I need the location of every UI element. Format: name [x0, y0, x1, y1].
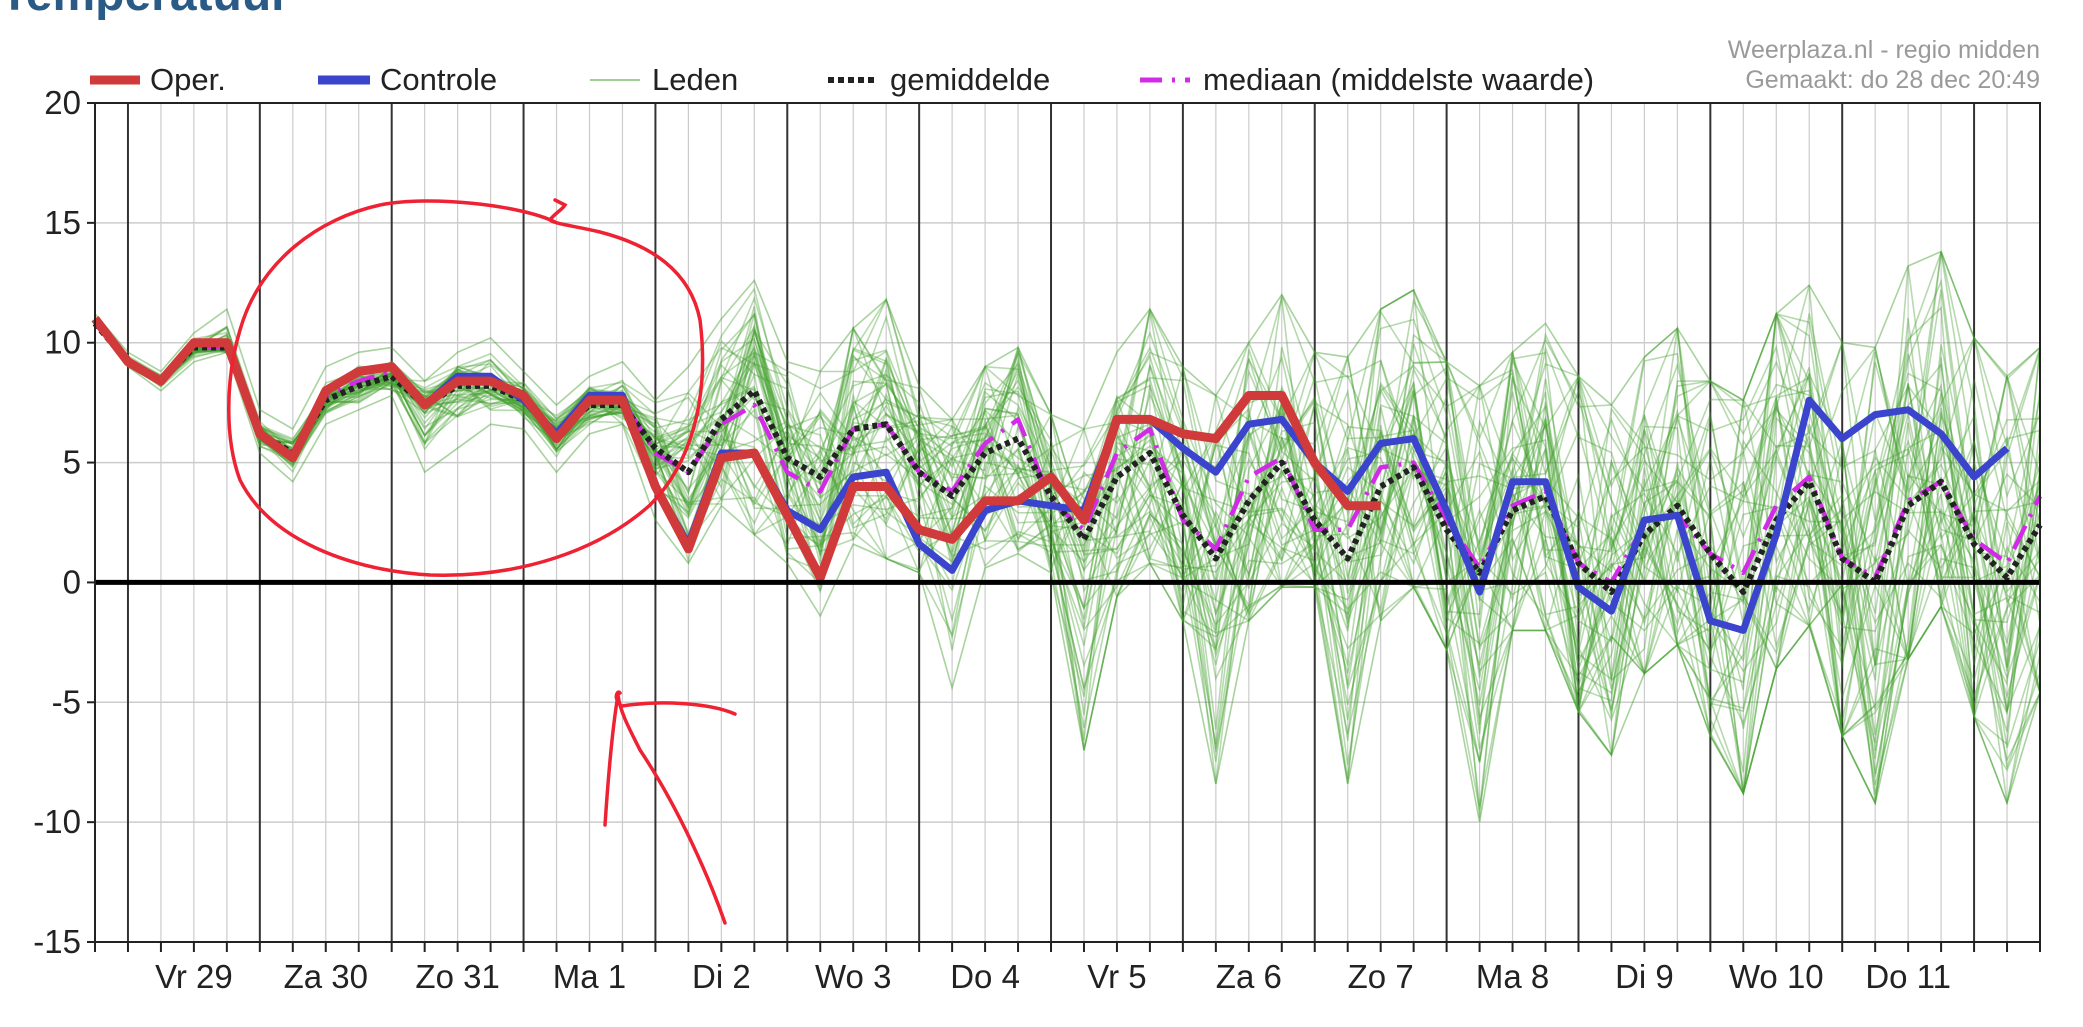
member-envelope-max — [94, 250, 2041, 431]
legend-controle-label: Controle — [380, 62, 497, 97]
y-tick-label-6: -10 — [33, 803, 81, 840]
annotation-arrow — [603, 690, 737, 925]
x-day-label-7: Vr 5 — [1087, 958, 1146, 995]
member-line-16 — [94, 322, 2041, 810]
member-line-29 — [94, 297, 2041, 632]
y-axis: 20 15 10 5 0 -5 -10 -15 — [33, 84, 95, 960]
legend-mediaan-label: mediaan (middelste waarde) — [1203, 62, 1594, 97]
x-day-label-10: Ma 8 — [1476, 958, 1549, 995]
member-line-49 — [94, 321, 2041, 736]
series-line-oper — [91, 315, 1381, 583]
member-line-28 — [94, 322, 2041, 794]
member-line-23 — [94, 322, 2041, 763]
x-axis: Vr 29 Za 30 Zo 31 Ma 1 Di 2 Wo 3 Do 4 Vr 5 Za 6 Z… — [94, 942, 2041, 995]
series-line-mediaan — [93, 322, 2043, 585]
member-line-37 — [94, 323, 2041, 700]
member-lines — [94, 250, 2041, 823]
legend-gemiddelde-label: gemiddelde — [890, 62, 1050, 97]
member-line-35 — [94, 322, 2041, 765]
member-line-3 — [94, 322, 2041, 775]
x-day-label-8: Za 6 — [1216, 958, 1282, 995]
legend-oper-label: Oper. — [150, 62, 226, 97]
member-line-48 — [94, 321, 2041, 762]
member-line-11 — [94, 322, 2041, 806]
member-line-22 — [94, 322, 2041, 804]
x-day-label-3: Ma 1 — [553, 958, 626, 995]
page-title: Temperatuur — [0, 0, 290, 21]
y-tick-label-0: 20 — [44, 84, 81, 121]
member-line-24 — [94, 320, 2041, 804]
series-lines — [91, 315, 2043, 634]
member-line-42 — [94, 288, 2041, 584]
x-day-label-6: Do 4 — [950, 958, 1020, 995]
x-day-label-12: Wo 10 — [1729, 958, 1824, 995]
legend-leden-label: Leden — [652, 62, 738, 97]
credit-timestamp: Gemaakt: do 28 dec 20:49 — [1745, 66, 2040, 94]
member-line-43 — [94, 298, 2041, 606]
y-tick-label-4: 0 — [63, 563, 81, 600]
annotation-ellipse — [227, 198, 705, 577]
x-day-label-0: Vr 29 — [155, 958, 233, 995]
x-day-label-4: Di 2 — [692, 958, 751, 995]
y-tick-label-5: -5 — [52, 683, 81, 720]
y-tick-label-2: 10 — [44, 324, 81, 361]
member-line-4 — [94, 322, 2041, 735]
y-tick-label-1: 15 — [44, 204, 81, 241]
x-day-label-13: Do 11 — [1865, 958, 1951, 995]
x-day-label-5: Wo 3 — [815, 958, 891, 995]
x-day-label-9: Zo 7 — [1348, 958, 1414, 995]
credit-source: Weerplaza.nl - regio midden — [1728, 36, 2040, 64]
y-tick-label-3: 5 — [63, 444, 81, 481]
x-day-label-1: Za 30 — [284, 958, 368, 995]
x-day-label-2: Zo 31 — [415, 958, 499, 995]
red-annotations — [227, 198, 737, 925]
legend: Oper. Controle Leden gemiddelde mediaan … — [90, 62, 1594, 97]
member-envelope-min — [94, 323, 2041, 823]
member-line-1 — [94, 265, 2041, 666]
x-day-label-11: Di 9 — [1615, 958, 1674, 995]
member-line-26 — [94, 322, 2041, 795]
y-tick-label-7: -15 — [33, 923, 81, 960]
plot-frame — [94, 102, 2041, 943]
